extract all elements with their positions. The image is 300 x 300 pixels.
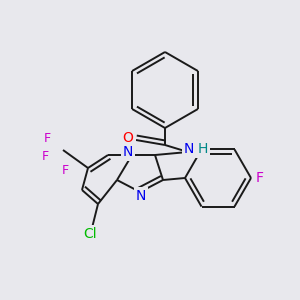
Text: F: F [256,171,264,185]
Text: N: N [136,189,146,203]
Text: O: O [123,131,134,145]
Text: N: N [184,142,194,156]
Text: N: N [123,145,133,159]
Text: H: H [198,142,208,156]
Text: F: F [41,151,49,164]
Text: F: F [44,131,51,145]
Text: F: F [61,164,69,178]
Text: Cl: Cl [83,227,97,241]
